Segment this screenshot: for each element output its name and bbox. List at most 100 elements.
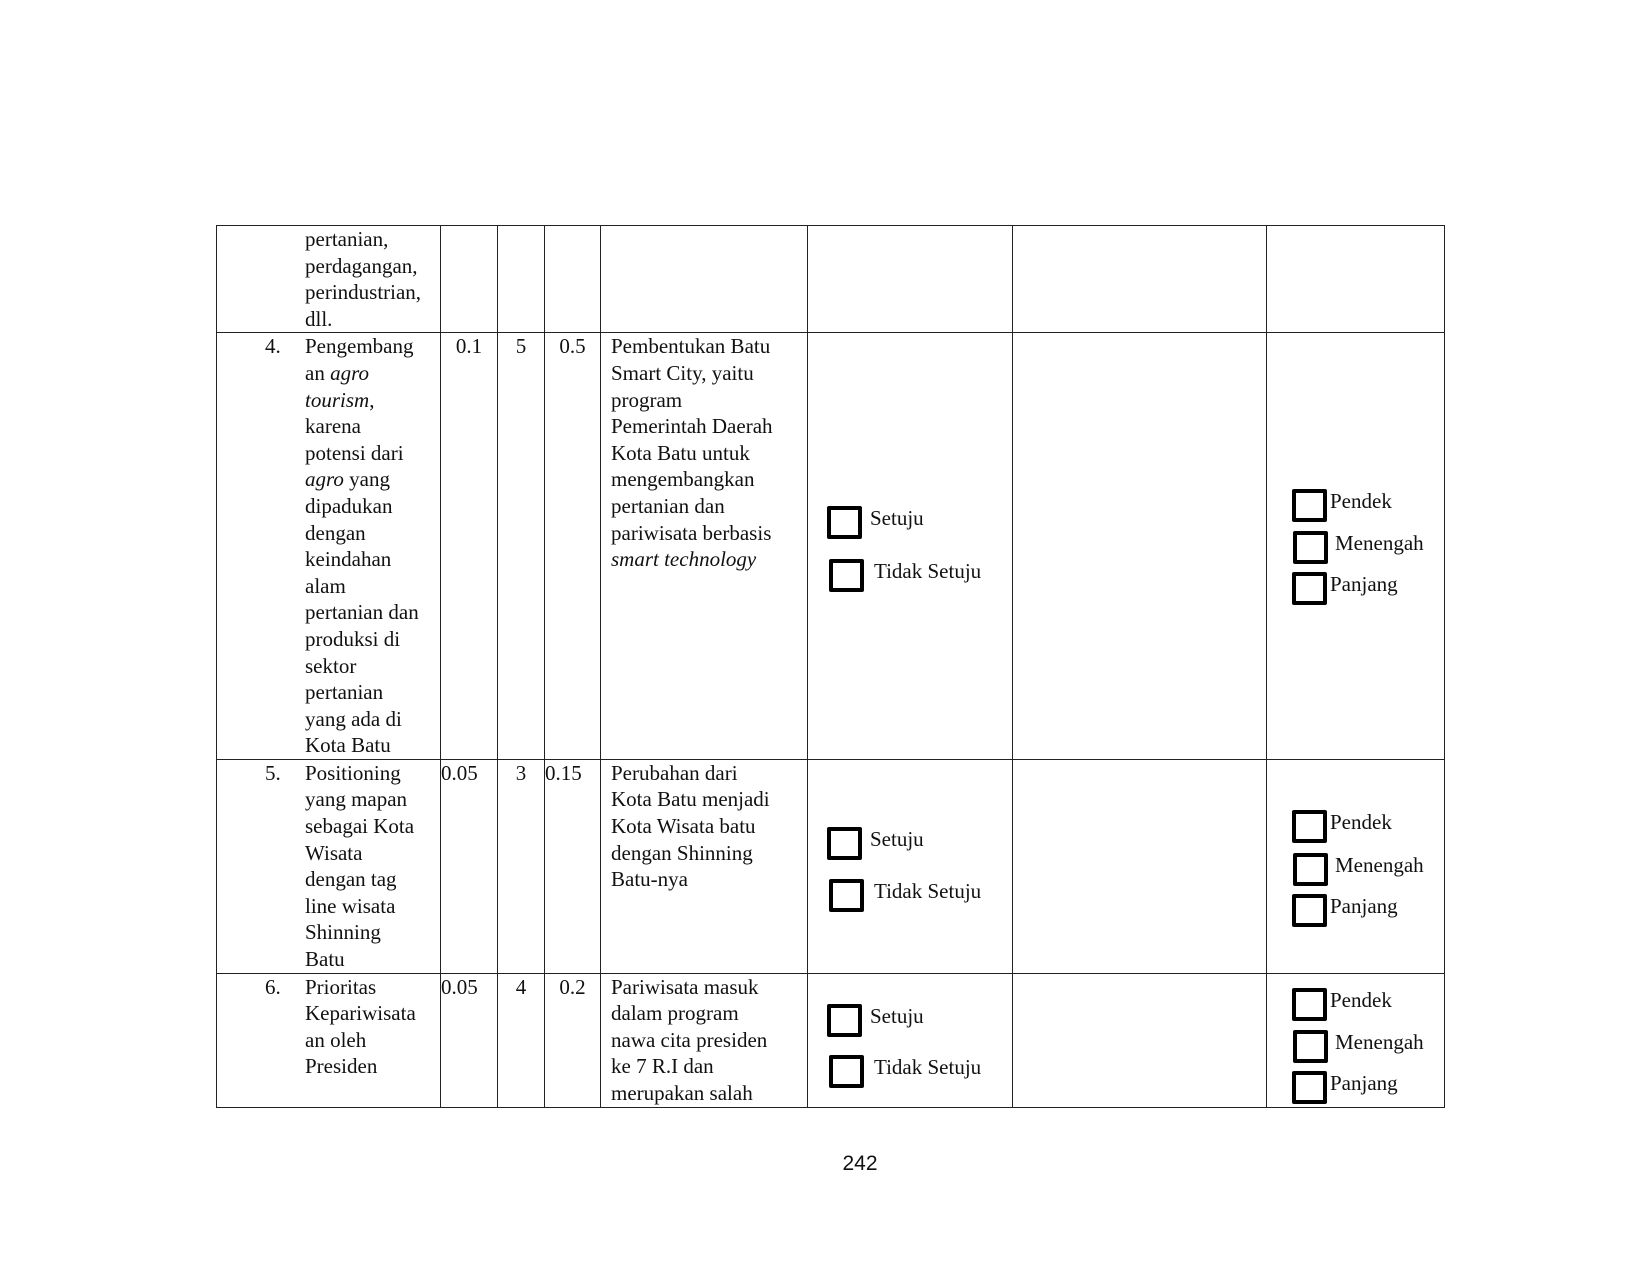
text-line: agro yang — [305, 467, 390, 492]
indicator-cell: 6. Prioritas Kepariwisata an oleh Presiden — [216, 972, 441, 1108]
setuju-checkbox[interactable]: Setuju — [827, 826, 924, 860]
checkbox-label: Setuju — [870, 1003, 924, 1028]
row-number: 5. — [265, 760, 281, 785]
tidak-setuju-checkbox[interactable]: Tidak Setuju — [829, 559, 982, 593]
checkbox-icon[interactable] — [827, 1003, 862, 1037]
text-line: merupakan salah — [611, 1081, 753, 1105]
text-line: pariwisata berbasis — [611, 520, 772, 545]
checkbox-label: Menengah — [1335, 1029, 1424, 1054]
checkbox-icon[interactable] — [1293, 1029, 1328, 1063]
notes-cell[interactable] — [1012, 332, 1267, 760]
term-cell: Pendek Menengah Panjang — [1266, 758, 1445, 974]
description-text: Perubahan dari Kota Batu menjadi Kota Wisa… — [601, 760, 807, 893]
checkbox-icon[interactable] — [829, 559, 864, 593]
checkbox-icon[interactable] — [1292, 809, 1327, 843]
checkbox-label: Tidak Setuju — [874, 559, 982, 584]
checkbox-label: Setuju — [870, 506, 924, 531]
text-line: pertanian dan — [611, 493, 725, 518]
setuju-checkbox[interactable]: Setuju — [827, 506, 924, 540]
table-row: 5. Positioning yang mapan sebagai Kota Wisat… — [216, 758, 1445, 974]
setuju-checkbox[interactable]: Setuju — [827, 1003, 924, 1037]
checkbox-label: Setuju — [870, 826, 924, 851]
description-text: Pariwisata masuk dalam program nawa cita p… — [601, 974, 807, 1107]
text-line: tourism, — [305, 387, 375, 412]
text-line: Smart City, yaitu — [611, 360, 754, 385]
tidak-setuju-checkbox[interactable]: Tidak Setuju — [829, 1054, 981, 1088]
agreement-cell: Setuju Tidak Setuju — [807, 332, 1013, 760]
indicator-text: Prioritas Kepariwisata an oleh Presiden — [217, 974, 440, 1080]
text-line: mengembangkan — [611, 467, 755, 492]
agreement-cell: Setuju Tidak Setuju — [807, 972, 1013, 1108]
checkbox-icon[interactable] — [1293, 852, 1328, 886]
pendek-checkbox[interactable]: Pendek — [1292, 489, 1392, 523]
description-cell: Pariwisata masuk dalam program nawa cita p… — [600, 972, 808, 1108]
table-row: 6. Prioritas Kepariwisata an oleh Presiden 0.… — [216, 972, 1445, 1108]
score-cell: 0.2 — [544, 972, 601, 1108]
notes-cell[interactable] — [1012, 758, 1267, 974]
checkbox-icon[interactable] — [829, 1054, 864, 1088]
panjang-checkbox[interactable]: Panjang — [1292, 572, 1398, 606]
text-line: dipadukan — [305, 493, 393, 518]
checkbox-icon[interactable] — [1292, 572, 1327, 606]
text-line: dengan tag — [305, 867, 397, 892]
pendek-checkbox[interactable]: Pendek — [1292, 809, 1392, 843]
page-number: 242 — [842, 1152, 878, 1175]
menengah-checkbox[interactable]: Menengah — [1293, 852, 1424, 886]
text-line: Pemerintah Daerah — [611, 414, 773, 439]
text-line: karena — [305, 414, 361, 439]
text-line: Kota Batu untuk — [611, 440, 750, 465]
checkbox-icon[interactable] — [1292, 489, 1327, 523]
score-cell — [544, 224, 601, 334]
row-number: 4. — [265, 334, 281, 359]
text-line: line wisata — [305, 893, 396, 918]
text-line: Pariwisata masuk — [611, 974, 759, 999]
text-line: Wisata — [305, 840, 363, 865]
term-cell: Pendek Menengah Panjang — [1266, 332, 1445, 760]
text-line: Pengembang — [305, 334, 414, 359]
panjang-checkbox[interactable]: Panjang — [1292, 1070, 1398, 1104]
table-row: pertanian, perdagangan, perindustrian, dll. — [216, 224, 1445, 334]
text-line: an agro — [305, 360, 369, 385]
text-line: Prioritas — [305, 974, 377, 999]
indicator-cell: pertanian, perdagangan, perindustrian, dll. — [216, 224, 441, 334]
checkbox-label: Tidak Setuju — [874, 878, 982, 903]
rating-cell: 4 — [497, 972, 545, 1108]
checkbox-icon[interactable] — [1293, 531, 1328, 565]
pendek-checkbox[interactable]: Pendek — [1292, 987, 1392, 1021]
tidak-setuju-checkbox[interactable]: Tidak Setuju — [829, 878, 982, 912]
menengah-checkbox[interactable]: Menengah — [1293, 1029, 1424, 1063]
text-line: pertanian dan — [305, 600, 419, 625]
checkbox-icon[interactable] — [1292, 987, 1327, 1021]
text-line: dll. — [305, 306, 333, 331]
panjang-checkbox[interactable]: Panjang — [1292, 893, 1398, 927]
weight-cell — [440, 224, 498, 334]
checkbox-icon[interactable] — [1292, 1070, 1327, 1104]
text-line: pertanian — [305, 680, 384, 705]
notes-cell[interactable] — [1012, 972, 1267, 1108]
description-cell: Pembentukan Batu Smart City, yaitu program… — [600, 332, 808, 760]
text-line: dengan — [305, 520, 366, 545]
description-text: Pembentukan Batu Smart City, yaitu program… — [601, 333, 807, 572]
text-line: produksi di — [305, 626, 401, 651]
text-line: Positioning — [305, 760, 401, 785]
text-line: Shinning — [305, 920, 381, 945]
weight-cell: 0.1 — [440, 332, 498, 760]
checkbox-icon[interactable] — [827, 826, 862, 860]
rating-cell: 3 — [497, 758, 545, 974]
text-line: sebagai Kota — [305, 814, 415, 839]
text-line: Kota Batu — [305, 733, 391, 758]
menengah-checkbox[interactable]: Menengah — [1293, 531, 1424, 565]
text-line: pertanian, — [305, 227, 389, 251]
text-line: smart technology — [611, 547, 757, 572]
text-line: Pembentukan Batu — [611, 334, 771, 359]
checkbox-icon[interactable] — [829, 878, 864, 912]
text-line: yang mapan — [305, 787, 408, 812]
indicator-text: Positioning yang mapan sebagai Kota Wisata d… — [217, 760, 440, 973]
notes-cell[interactable] — [1012, 224, 1267, 334]
checkbox-label: Pendek — [1330, 489, 1392, 514]
indicator-text: pertanian, perdagangan, perindustrian, dll. — [217, 226, 440, 332]
checkbox-icon[interactable] — [1292, 893, 1327, 927]
checkbox-icon[interactable] — [827, 506, 862, 540]
text-line: Presiden — [305, 1054, 378, 1079]
rating-cell: 5 — [497, 332, 545, 760]
